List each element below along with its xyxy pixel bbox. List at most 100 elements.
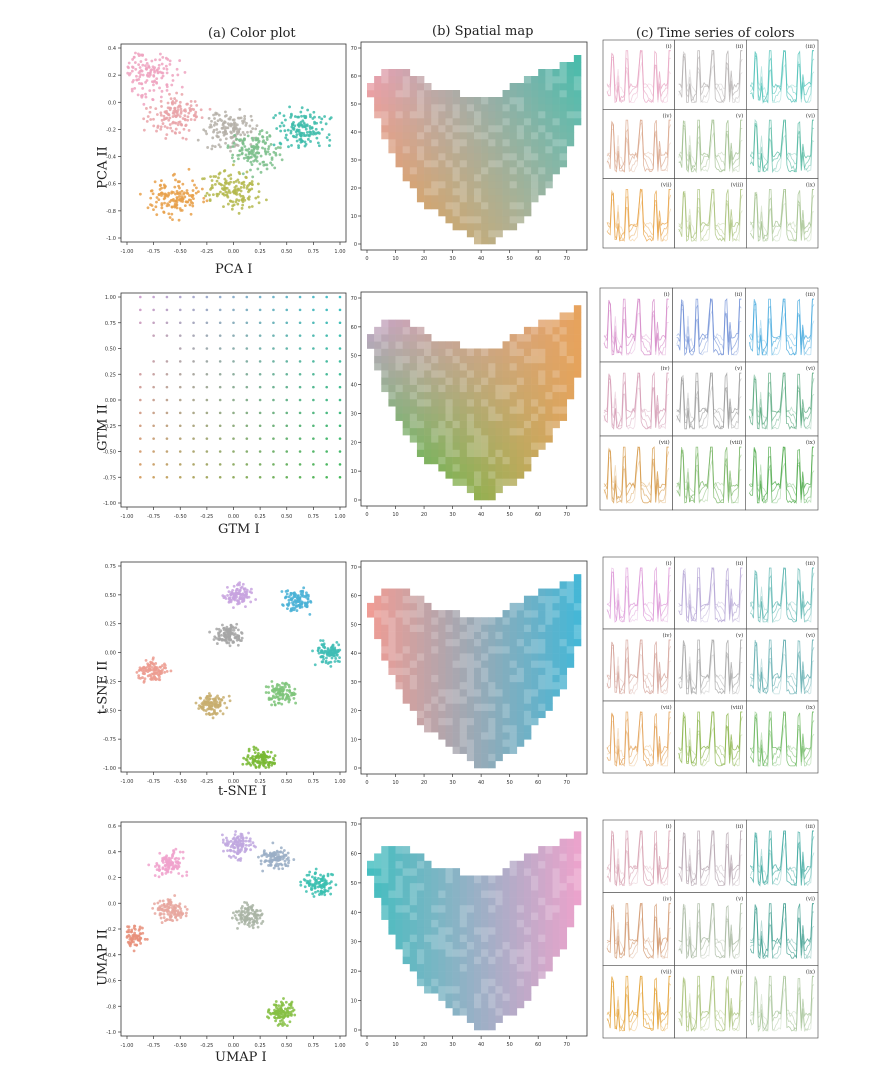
data-point bbox=[266, 750, 270, 754]
map-cell bbox=[488, 362, 496, 371]
data-point bbox=[239, 189, 243, 193]
data-point bbox=[171, 910, 175, 914]
map-cell bbox=[559, 83, 568, 91]
map-cell bbox=[416, 97, 425, 105]
map-cell bbox=[466, 223, 475, 231]
data-point bbox=[172, 109, 176, 113]
map-cell bbox=[523, 689, 532, 697]
lattice-point bbox=[165, 437, 169, 440]
map-cell bbox=[388, 645, 396, 654]
lattice-point bbox=[285, 308, 289, 312]
map-cell bbox=[538, 413, 546, 421]
map-cell bbox=[438, 348, 446, 357]
map-cell bbox=[495, 230, 503, 238]
map-cell bbox=[474, 384, 482, 393]
map-cell bbox=[559, 904, 568, 913]
map-cell bbox=[452, 471, 461, 479]
data-point bbox=[226, 585, 229, 589]
map-cell bbox=[431, 681, 439, 690]
lattice-point bbox=[272, 334, 275, 337]
map-cell bbox=[481, 710, 489, 719]
map-cell bbox=[445, 919, 453, 928]
map-cell bbox=[466, 209, 475, 217]
map-cell bbox=[481, 993, 489, 1001]
map-cell bbox=[409, 904, 418, 913]
map-cell bbox=[523, 413, 532, 421]
map-cell bbox=[474, 348, 482, 357]
map-cell bbox=[509, 174, 518, 182]
map-cell bbox=[531, 710, 539, 719]
data-point bbox=[277, 862, 281, 866]
map-cell bbox=[438, 104, 446, 112]
map-cell bbox=[495, 391, 503, 400]
map-cell bbox=[538, 941, 546, 950]
data-point bbox=[306, 108, 310, 112]
data-point bbox=[212, 708, 216, 712]
map-cell bbox=[488, 753, 496, 762]
map-cell bbox=[402, 111, 411, 119]
map-cell bbox=[523, 660, 532, 668]
map-cell bbox=[495, 696, 503, 704]
data-point bbox=[225, 635, 229, 638]
data-point bbox=[176, 866, 179, 869]
data-point bbox=[149, 196, 153, 200]
map-cell bbox=[466, 904, 475, 913]
data-point bbox=[171, 115, 175, 118]
map-cell bbox=[459, 617, 468, 625]
data-point bbox=[287, 700, 291, 704]
map-cell bbox=[566, 370, 575, 378]
map-cell bbox=[488, 689, 496, 697]
map-cell bbox=[552, 653, 560, 661]
data-point bbox=[183, 118, 187, 122]
map-cell bbox=[488, 696, 496, 704]
data-point bbox=[132, 78, 135, 82]
map-cell bbox=[466, 391, 475, 400]
map-cell bbox=[452, 174, 461, 182]
x-tick-label: 20 bbox=[421, 780, 427, 786]
map-cell bbox=[416, 195, 425, 203]
data-point bbox=[254, 916, 257, 920]
map-cell bbox=[445, 1000, 453, 1009]
map-cell bbox=[538, 963, 546, 972]
map-cell bbox=[438, 710, 446, 719]
data-point bbox=[254, 157, 258, 160]
data-point bbox=[166, 126, 169, 130]
map-cell bbox=[381, 118, 389, 126]
x-tick-label: 0.75 bbox=[308, 779, 319, 785]
map-cell bbox=[538, 370, 546, 378]
map-cell bbox=[488, 420, 496, 429]
map-cell bbox=[459, 355, 468, 364]
map-cell bbox=[509, 897, 518, 906]
map-cell bbox=[488, 153, 496, 161]
data-point bbox=[250, 145, 254, 149]
map-cell bbox=[523, 442, 532, 450]
data-point bbox=[221, 838, 225, 842]
map-cell bbox=[545, 420, 553, 429]
map-cell bbox=[474, 195, 482, 203]
lattice-point bbox=[178, 295, 182, 299]
map-cell bbox=[488, 195, 496, 203]
map-cell bbox=[474, 209, 482, 217]
map-cell bbox=[395, 919, 403, 928]
map-cell bbox=[495, 355, 503, 364]
data-point bbox=[246, 159, 250, 163]
map-cell bbox=[474, 362, 482, 371]
map-cell bbox=[381, 104, 389, 112]
map-cell bbox=[523, 118, 532, 126]
map-cell bbox=[545, 139, 553, 147]
map-cell bbox=[416, 348, 425, 357]
map-cell bbox=[416, 971, 425, 979]
data-point bbox=[152, 673, 156, 676]
map-cell bbox=[445, 348, 453, 357]
map-cell bbox=[459, 174, 468, 182]
map-cell bbox=[531, 355, 539, 364]
data-point bbox=[137, 71, 141, 75]
map-cell bbox=[573, 97, 582, 105]
map-cell bbox=[516, 90, 525, 98]
map-cell bbox=[402, 348, 411, 357]
lattice-point bbox=[139, 411, 142, 415]
map-cell bbox=[516, 602, 525, 611]
map-cell bbox=[538, 181, 546, 189]
data-point bbox=[232, 592, 236, 596]
